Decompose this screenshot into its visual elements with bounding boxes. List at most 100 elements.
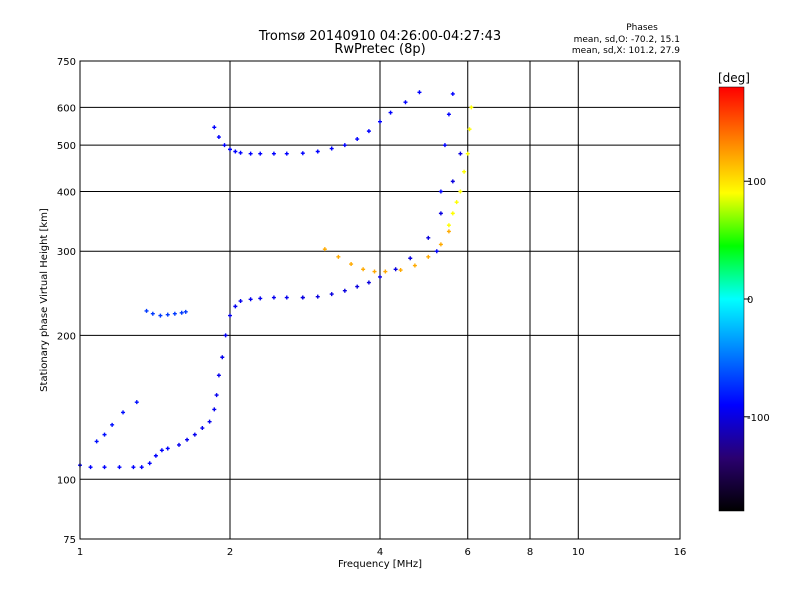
trace-point (300, 295, 305, 300)
stats-title: Phases (626, 23, 658, 33)
trace-point (383, 269, 388, 274)
colorbar-tick-label: 0 (747, 295, 753, 306)
chart-title: Tromsø 20140910 04:26:00-04:27:43 (258, 29, 501, 44)
trace-point (378, 119, 382, 124)
trace-point (398, 268, 403, 273)
trace-point (315, 149, 320, 154)
trace-point (366, 280, 371, 285)
x-tick-label: 4 (377, 547, 383, 558)
colorbar-tick-label: 100 (747, 177, 766, 188)
plot-frame (79, 60, 681, 540)
trace-point (469, 105, 474, 110)
trace-point (438, 242, 443, 247)
trace-point (465, 151, 470, 156)
trace-point (372, 269, 377, 274)
trace-point (248, 297, 253, 302)
trace-point (446, 223, 451, 228)
y-tick-labels: 75 100 200 300 400 500 600 750 (57, 57, 76, 546)
trace-point (467, 127, 472, 132)
trace-point (408, 256, 413, 261)
trace-point (102, 465, 107, 470)
colorbar-tick-labels: 100 0 -100 (744, 177, 770, 424)
trace-point (172, 311, 177, 316)
trace-point (462, 169, 467, 174)
trace-point (185, 437, 190, 442)
trace-point (271, 151, 276, 156)
stats-o-line: mean, sd,O: -70.2, 15.1 (574, 35, 680, 45)
x-tick-label: 10 (572, 547, 585, 558)
chart-subtitle: RwPretec (8p) (334, 42, 425, 57)
trace-point (183, 309, 188, 314)
x-axis-label: Frequency [MHz] (338, 559, 422, 570)
trace-point (342, 143, 347, 148)
trace-point (248, 151, 253, 156)
trace-point (165, 446, 170, 451)
trace-point (150, 311, 155, 316)
y-tick-label: 500 (57, 141, 76, 152)
trace-point (458, 189, 463, 194)
x-tick-label: 16 (674, 547, 687, 558)
trace-point (102, 432, 107, 437)
trace-point (258, 151, 263, 156)
trace-point (446, 112, 451, 117)
trace-point (355, 284, 360, 289)
trace-point (393, 267, 398, 272)
colorbar-tick-label: -100 (747, 413, 770, 424)
trace-point (355, 137, 360, 142)
trace-point (228, 147, 232, 152)
trace-point (134, 400, 139, 405)
trace-point (329, 292, 334, 297)
trace-point (212, 407, 217, 412)
trace-point (349, 262, 354, 267)
y-tick-label: 600 (57, 103, 76, 114)
trace-point (94, 439, 99, 444)
trace-point (117, 465, 122, 470)
trace-point (153, 453, 158, 458)
trace-point (446, 229, 451, 234)
trace-point (271, 295, 276, 300)
trace-point (378, 274, 382, 279)
trace-point (412, 263, 417, 268)
x-tick-label: 8 (527, 547, 533, 558)
trace-point (165, 312, 170, 317)
trace-point (200, 426, 205, 431)
trace-point (300, 151, 305, 156)
trace-point (214, 393, 219, 398)
trace-point (315, 294, 320, 299)
trace-point (158, 313, 163, 318)
trace-point (233, 149, 238, 154)
trace-point (192, 432, 197, 437)
x-tick-label: 1 (77, 547, 83, 558)
trace-point (450, 91, 455, 96)
colorbar (718, 86, 745, 512)
trace-point (220, 355, 225, 360)
y-tick-label: 75 (63, 535, 76, 546)
trace-point (458, 151, 463, 156)
trace-point (179, 310, 184, 315)
trace-point (212, 125, 217, 130)
colorbar-label: [deg] (718, 71, 750, 85)
trace-point (258, 296, 263, 301)
trace-point (121, 410, 126, 415)
trace-point (284, 295, 289, 300)
trace-point (216, 135, 221, 140)
trace-point (238, 299, 243, 304)
trace-point (434, 249, 439, 254)
trace-point (144, 308, 149, 313)
trace-point (216, 373, 221, 378)
trace-point (233, 304, 238, 309)
trace-point (238, 150, 243, 155)
x-tick-labels: 1 2 4 6 8 10 16 (77, 547, 687, 558)
trace-point (388, 110, 393, 115)
trace-point (454, 200, 459, 205)
y-tick-label: 100 (57, 475, 76, 486)
stats-x-line: mean, sd,X: 101.2, 27.9 (572, 46, 680, 56)
trace-point (366, 129, 371, 134)
trace-point (417, 90, 422, 95)
trace-point (159, 448, 164, 453)
y-tick-label: 400 (57, 187, 76, 198)
trace-point (110, 422, 115, 427)
y-tick-label: 200 (57, 331, 76, 342)
trace-point (336, 254, 341, 259)
trace-point (403, 100, 408, 105)
